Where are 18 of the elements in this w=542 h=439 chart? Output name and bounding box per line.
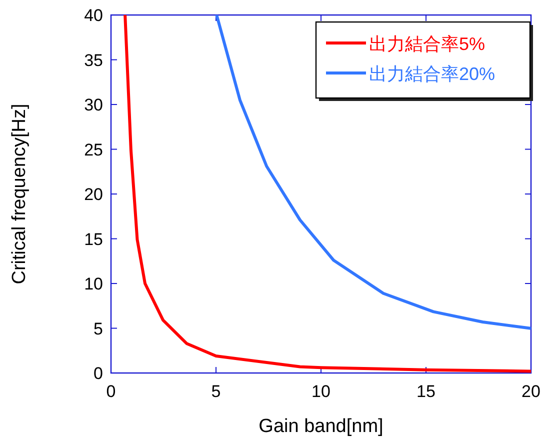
y-tick-label: 15 bbox=[84, 230, 103, 249]
x-tick-label: 10 bbox=[312, 382, 330, 401]
y-tick-label: 10 bbox=[84, 274, 103, 294]
legend-label: 出力結合率20% bbox=[369, 64, 496, 84]
y-tick-label: 35 bbox=[84, 50, 103, 70]
x-tick-label: 5 bbox=[211, 382, 221, 401]
x-tick-label: 20 bbox=[522, 382, 540, 401]
y-tick-label: 25 bbox=[84, 140, 103, 160]
y-tick-label: 30 bbox=[84, 96, 103, 114]
y-axis-title: Critical frequency[Hz] bbox=[9, 104, 30, 284]
y-tick-label: 5 bbox=[94, 319, 103, 338]
y-tick-label: 20 bbox=[84, 185, 103, 204]
x-axis-title: Gain band[nm] bbox=[258, 416, 384, 437]
legend-label: 出力結合率5% bbox=[369, 34, 486, 54]
x-tick-label: 0 bbox=[106, 382, 116, 401]
x-tick-label: 15 bbox=[416, 382, 436, 401]
y-tick-label: 40 bbox=[84, 6, 103, 25]
y-tick-label: 0 bbox=[94, 364, 103, 383]
